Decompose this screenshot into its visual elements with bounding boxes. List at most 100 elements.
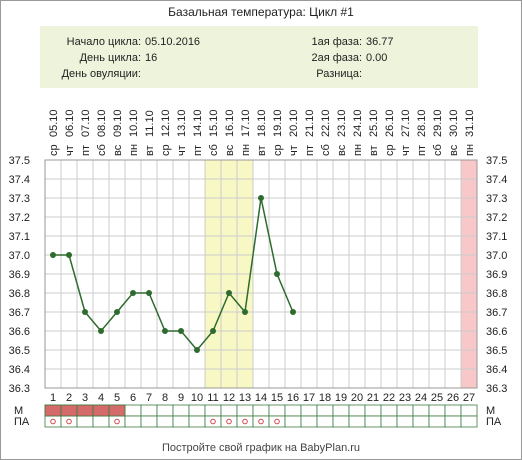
y-tick-label-right: 36.5 (486, 345, 507, 357)
x-tick-label: 10 (191, 392, 203, 404)
y-tick-label: 37.3 (9, 193, 30, 205)
temperature-point (242, 309, 248, 315)
intercourse-mark (242, 418, 248, 425)
x-tick-label: 1 (50, 392, 56, 404)
intercourse-mark (258, 418, 264, 425)
row-cell (412, 404, 430, 417)
row-cell (172, 404, 190, 417)
weekday-label: вс (448, 144, 460, 156)
x-tick-label: 13 (239, 392, 251, 404)
row-cell (380, 415, 398, 428)
weekday-label: пт (416, 145, 428, 156)
date-label: 05.10 (48, 109, 60, 137)
x-tick-label: 17 (303, 392, 315, 404)
y-tick-label: 36.5 (9, 345, 30, 357)
x-tick-label: 22 (383, 392, 395, 404)
x-tick-label: 24 (415, 392, 427, 404)
row-cell (140, 404, 158, 417)
row-cell (252, 415, 270, 428)
y-tick-label-right: 37.3 (486, 193, 507, 205)
date-label: 31.10 (464, 109, 476, 137)
y-tick-label-right: 36.9 (486, 269, 507, 281)
x-tick-label: 11 (207, 392, 218, 404)
x-tick-label: 26 (447, 392, 459, 404)
temperature-point (114, 309, 120, 315)
row-cell (188, 415, 206, 428)
footer-link[interactable]: Постройте свой график на BabyPlan.ru (162, 442, 360, 454)
row-cell (332, 415, 350, 428)
row-cell (92, 415, 110, 428)
intercourse-mark (226, 418, 232, 425)
row-cell (428, 404, 446, 417)
date-label: 10.10 (128, 109, 140, 137)
chart-title: Базальная температура: Цикл #1 (168, 5, 354, 19)
date-label: 08.10 (96, 109, 108, 137)
x-tick-label: 5 (114, 392, 120, 404)
date-label: 24.10 (352, 109, 364, 137)
info-label: 2ая фаза: (311, 52, 362, 64)
row-cell (428, 415, 446, 428)
intercourse-mark (274, 418, 280, 425)
row-cell (284, 404, 302, 417)
row-cell (220, 404, 238, 417)
temperature-point (258, 195, 264, 201)
date-label: 26.10 (384, 109, 396, 137)
row-cell (348, 415, 366, 428)
x-tick-label: 7 (146, 392, 152, 404)
weekday-label: пн (352, 144, 364, 156)
weekday-label: вт (144, 145, 156, 156)
row-label-right: М (486, 405, 495, 417)
weekday-label: чт (64, 145, 76, 156)
y-tick-label-right: 36.6 (486, 326, 507, 338)
temperature-point (290, 309, 296, 315)
y-tick-label-right: 37.5 (486, 155, 507, 167)
x-tick-label: 15 (271, 392, 283, 404)
temperature-point (50, 252, 56, 258)
date-label: 07.10 (80, 109, 92, 137)
info-label: День цикла: (80, 52, 141, 64)
weekday-label: ср (384, 144, 396, 156)
row-cell (268, 415, 286, 428)
row-cell (460, 404, 478, 417)
date-label: 06.10 (64, 109, 76, 137)
row-cell (236, 404, 254, 417)
temperature-point (162, 328, 168, 334)
date-label: 23.10 (336, 109, 348, 137)
row-cell (348, 404, 366, 417)
weekday-label: сб (96, 144, 108, 156)
temperature-point (194, 347, 200, 353)
temperature-point (130, 290, 136, 296)
weekday-label: ср (160, 144, 172, 156)
temperature-point (226, 290, 232, 296)
date-label: 28.10 (416, 109, 428, 137)
x-tick-label: 21 (367, 392, 379, 404)
info: Начало цикла: 05.10.2016 День цикла: 16 День… (62, 36, 394, 80)
row-cell (124, 415, 142, 428)
y-tick-label-right: 36.8 (486, 288, 507, 300)
row-cell (252, 404, 270, 417)
weekday-label: пт (304, 145, 316, 156)
info-value: 36.77 (366, 36, 394, 48)
weekday-label: пн (128, 144, 140, 156)
x-tick-label: 6 (130, 392, 136, 404)
x-tick-label: 25 (431, 392, 443, 404)
intercourse-mark (114, 418, 120, 425)
x-tick-label: 8 (162, 392, 168, 404)
y-tick-label: 37.1 (9, 231, 30, 243)
date-label: 29.10 (432, 109, 444, 137)
y-tick-label: 37.4 (9, 174, 30, 186)
date-label: 17.10 (240, 109, 252, 137)
weekday-label: ср (272, 144, 284, 156)
x-tick-label: 23 (399, 392, 411, 404)
weekday-label: сб (432, 144, 444, 156)
y-tick-label: 37.0 (9, 250, 30, 262)
date-label: 21.10 (304, 109, 316, 137)
row-cell (44, 415, 62, 428)
date-label: 12.10 (160, 109, 172, 137)
row-cell (204, 404, 222, 417)
row-cell (172, 415, 190, 428)
weekday-label: пт (80, 145, 92, 156)
row-label-right: ПА (486, 416, 502, 428)
